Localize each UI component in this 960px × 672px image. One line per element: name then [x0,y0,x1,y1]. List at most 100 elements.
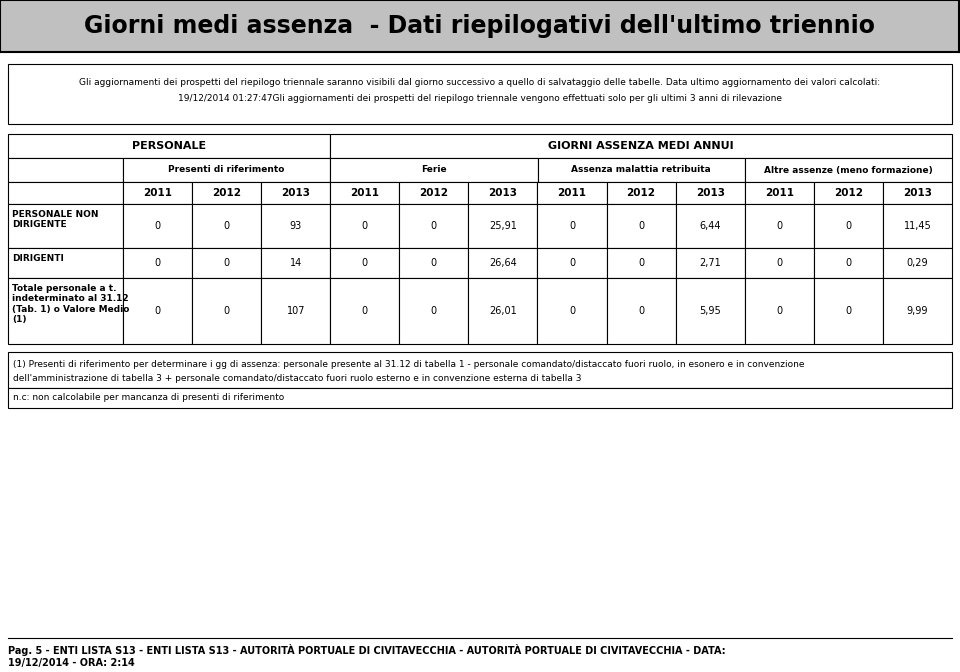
Bar [261,204,330,248]
Text: 2013: 2013 [489,188,517,198]
Text: 11,45: 11,45 [903,221,931,231]
Bar [8,388,952,408]
Text: 0: 0 [155,221,160,231]
Bar [330,278,399,344]
Text: 2012: 2012 [420,188,448,198]
Bar [8,248,123,278]
Text: 2011: 2011 [143,188,172,198]
Bar [399,204,468,248]
Bar [745,158,952,182]
Text: Assenza malattia retribuita: Assenza malattia retribuita [571,165,711,175]
Text: GIORNI ASSENZA MEDI ANNUI: GIORNI ASSENZA MEDI ANNUI [548,141,734,151]
Bar [261,182,330,204]
Text: 2012: 2012 [834,188,863,198]
Text: dell'amministrazione di tabella 3 + personale comandato/distaccato fuori ruolo e: dell'amministrazione di tabella 3 + pers… [13,374,582,383]
Text: 0: 0 [224,306,229,316]
Bar [538,278,607,344]
Text: 0,29: 0,29 [906,258,928,268]
Text: 2,71: 2,71 [699,258,721,268]
Bar [8,182,123,204]
Text: 0: 0 [362,258,368,268]
Text: 19/12/2014 - ORA: 2:14: 19/12/2014 - ORA: 2:14 [8,658,134,668]
Bar [538,204,607,248]
Bar [676,248,745,278]
Text: 0: 0 [638,306,644,316]
Bar [123,278,192,344]
Bar [607,248,676,278]
Text: 14: 14 [290,258,301,268]
Bar [814,248,883,278]
Text: 0: 0 [846,258,852,268]
Text: 2011: 2011 [350,188,379,198]
Bar [330,204,399,248]
Bar [468,204,538,248]
Bar [814,204,883,248]
Bar [538,182,607,204]
Bar [745,248,814,278]
Bar [192,248,261,278]
Bar [468,182,538,204]
Text: 0: 0 [846,306,852,316]
Text: Giorni medi assenza  - Dati riepilogativi dell'ultimo triennio: Giorni medi assenza - Dati riepilogativi… [84,14,876,38]
Bar [538,158,745,182]
Text: 6,44: 6,44 [700,221,721,231]
Text: 25,91: 25,91 [489,221,516,231]
Bar [8,134,330,158]
Bar [676,278,745,344]
Bar [883,248,952,278]
Bar [468,248,538,278]
Bar [399,182,468,204]
Bar [676,182,745,204]
Text: 93: 93 [290,221,301,231]
Text: 0: 0 [431,306,437,316]
Text: 0: 0 [155,258,160,268]
Text: 5,95: 5,95 [699,306,721,316]
Bar [261,248,330,278]
Bar [468,278,538,344]
Text: 0: 0 [224,258,229,268]
Bar [883,182,952,204]
Bar [192,182,261,204]
Text: 0: 0 [569,258,575,268]
Text: 2011: 2011 [765,188,794,198]
Text: (1) Presenti di riferimento per determinare i gg di assenza: personale presente : (1) Presenti di riferimento per determin… [13,360,804,369]
Text: Pag. 5 - ENTI LISTA S13 - ENTI LISTA S13 - AUTORITÀ PORTUALE DI CIVITAVECCHIA - : Pag. 5 - ENTI LISTA S13 - ENTI LISTA S13… [8,644,726,656]
Bar [123,158,330,182]
Bar [330,134,952,158]
Text: Altre assenze (meno formazione): Altre assenze (meno formazione) [764,165,933,175]
Text: 2013: 2013 [903,188,932,198]
Text: Presenti di riferimento: Presenti di riferimento [168,165,285,175]
Bar [330,182,399,204]
Text: 0: 0 [777,258,782,268]
Bar [607,182,676,204]
Bar [8,64,952,124]
Text: PERSONALE: PERSONALE [132,141,206,151]
Bar [330,248,399,278]
Bar [192,278,261,344]
Bar [538,248,607,278]
Text: 0: 0 [224,221,229,231]
Bar [8,158,123,182]
Text: 0: 0 [777,221,782,231]
Bar [123,204,192,248]
Bar [330,158,538,182]
Bar [883,204,952,248]
Text: PERSONALE NON
DIRIGENTE: PERSONALE NON DIRIGENTE [12,210,99,229]
Text: 0: 0 [638,258,644,268]
Bar [745,182,814,204]
Text: 0: 0 [431,258,437,268]
Bar [123,182,192,204]
Bar [607,204,676,248]
Text: 2011: 2011 [558,188,587,198]
Text: 0: 0 [846,221,852,231]
Bar [883,278,952,344]
Text: Gli aggiornamenti dei prospetti del riepilogo triennale saranno visibili dal gio: Gli aggiornamenti dei prospetti del riep… [80,78,880,87]
Text: 0: 0 [638,221,644,231]
Bar [192,204,261,248]
Text: 0: 0 [431,221,437,231]
Bar [261,278,330,344]
Bar [399,248,468,278]
Bar [123,248,192,278]
Text: 0: 0 [569,306,575,316]
Bar [676,204,745,248]
